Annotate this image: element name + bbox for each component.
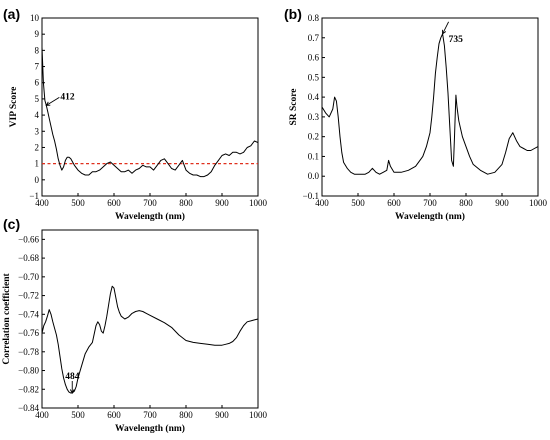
panel-b-label: (b) <box>284 6 302 22</box>
y-axis-label: VIP Score <box>9 87 19 128</box>
y-tick-label: −0.84 <box>18 403 39 413</box>
y-tick-label: 0.5 <box>308 72 320 82</box>
annotation-label: 412 <box>60 92 75 102</box>
x-tick-label: 400 <box>35 410 49 420</box>
x-tick-label: 400 <box>315 198 329 208</box>
x-tick-label: 1000 <box>249 410 268 420</box>
y-tick-label: −0.76 <box>18 328 39 338</box>
y-tick-label: −0.80 <box>18 366 39 376</box>
x-axis-label: Wavelength (nm) <box>115 211 185 222</box>
panel-a-chart: 400 500 600 700 800 900 1000 −1 0 1 2 3 4 5 6 7 8 9 10 Wave… <box>9 13 268 222</box>
y-tick-label: 8 <box>35 45 40 55</box>
x-tick-label: 800 <box>179 198 193 208</box>
panel-c-label: (c) <box>3 216 20 232</box>
series-line <box>321 33 539 175</box>
y-tick-label: 1 <box>35 159 40 169</box>
y-axis-label: Correlation coefficient <box>2 272 12 364</box>
y-tick-label: 2 <box>35 142 40 152</box>
x-tick-label: 500 <box>71 410 85 420</box>
series-line <box>41 285 259 394</box>
y-tick-label: 0.3 <box>308 112 320 122</box>
y-tick-label: 4 <box>35 110 40 120</box>
y-tick-label: −0.70 <box>18 272 39 282</box>
annotation-arrowhead <box>442 29 447 35</box>
panel-c-chart: 400 500 600 700 800 900 1000 −0.84 −0.82 −0.80 −0.… <box>2 229 268 434</box>
y-tick-label: 5 <box>35 94 40 104</box>
y-tick-label: 7 <box>35 62 40 72</box>
annotation-arrow <box>46 96 60 106</box>
annotation-label: 484 <box>65 372 80 382</box>
y-tick-label: 0.7 <box>308 33 320 43</box>
y-tick-label: 6 <box>35 78 40 88</box>
y-tick-label: 3 <box>35 126 40 136</box>
x-tick-label: 700 <box>143 198 157 208</box>
y-tick-label: −0.74 <box>18 309 39 319</box>
annotation-arrowhead <box>69 389 75 394</box>
annotation-arrow <box>442 21 450 35</box>
x-tick-label: 800 <box>179 410 193 420</box>
plot-frame <box>321 17 539 197</box>
panel-a-label: (a) <box>3 6 20 22</box>
y-tick-label: 0.2 <box>308 132 319 142</box>
y-tick-label: −0.68 <box>18 253 39 263</box>
y-tick-label: 0 <box>35 175 40 185</box>
x-tick-label: 700 <box>423 198 437 208</box>
y-tick-label: 0.0 <box>308 171 320 181</box>
x-tick-label: 600 <box>107 410 121 420</box>
x-tick-label: 600 <box>387 198 401 208</box>
x-tick-label: 400 <box>35 198 49 208</box>
y-tick-label: −0.1 <box>303 191 319 201</box>
x-tick-label: 700 <box>143 410 157 420</box>
x-tick-label: 800 <box>459 198 473 208</box>
x-tick-label: 1000 <box>249 198 268 208</box>
y-axis-label: SR Score <box>289 88 299 125</box>
y-tick-label: −0.72 <box>18 291 39 301</box>
y-tick-label: −0.66 <box>18 234 39 244</box>
annotation-arrowhead <box>45 101 51 106</box>
y-tick-label: 0.1 <box>308 151 319 161</box>
y-tick-label: 0.4 <box>308 92 320 102</box>
y-tick-label: −1 <box>29 191 39 201</box>
annotation-label: 735 <box>449 35 464 45</box>
y-tick-label: −0.78 <box>18 347 39 357</box>
plot-frame <box>41 17 259 197</box>
panel-b-chart: 400 500 600 700 800 900 1000 −0.1 0.0 0.1 0.2 0.3 0.… <box>289 13 548 222</box>
y-tick-label: 0.6 <box>308 53 320 63</box>
y-tick-label: −0.82 <box>18 384 39 394</box>
y-tick-label: 0.8 <box>308 13 320 23</box>
y-tick-label: 10 <box>30 13 40 23</box>
x-tick-label: 900 <box>215 198 229 208</box>
x-axis-label: Wavelength (nm) <box>115 423 185 434</box>
x-tick-label: 600 <box>107 198 121 208</box>
x-tick-label: 500 <box>71 198 85 208</box>
x-tick-label: 900 <box>215 410 229 420</box>
x-tick-label: 1000 <box>529 198 548 208</box>
series-line <box>41 47 259 178</box>
x-tick-label: 900 <box>495 198 509 208</box>
x-tick-label: 500 <box>351 198 365 208</box>
x-axis-label: Wavelength (nm) <box>395 211 465 222</box>
y-tick-label: 9 <box>35 29 40 39</box>
